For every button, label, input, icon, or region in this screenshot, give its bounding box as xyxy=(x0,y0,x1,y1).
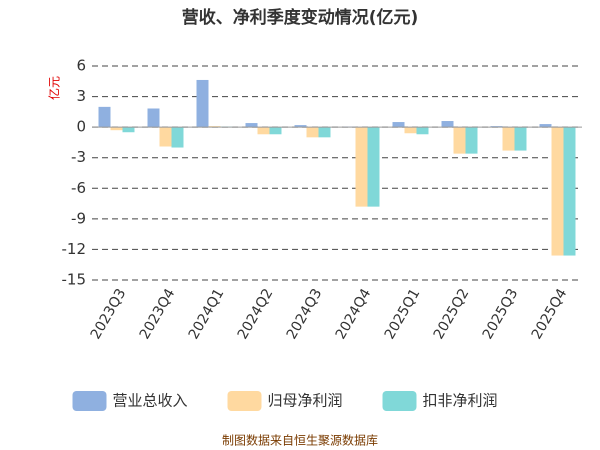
x-tick-label: 2025Q2 xyxy=(431,286,473,342)
bar xyxy=(465,127,478,154)
bar xyxy=(147,108,160,128)
x-tick-label: 2025Q3 xyxy=(480,286,522,342)
x-tick-label: 2024Q2 xyxy=(235,286,277,342)
y-axis-label: 亿元 xyxy=(47,76,62,100)
x-tick-label: 2024Q1 xyxy=(186,286,228,342)
bar xyxy=(171,127,184,148)
legend-swatch xyxy=(227,391,262,411)
bar xyxy=(245,123,258,128)
y-tick-label: -12 xyxy=(62,240,87,258)
bar xyxy=(453,127,466,154)
x-tick-label: 2025Q4 xyxy=(529,286,571,342)
x-tick-label: 2023Q3 xyxy=(88,286,130,342)
bar xyxy=(355,127,368,207)
y-tick-label: -6 xyxy=(71,179,86,197)
bar xyxy=(514,127,527,151)
bar xyxy=(208,126,221,128)
x-tick-label: 2024Q3 xyxy=(284,286,326,342)
bar xyxy=(392,122,405,128)
bar xyxy=(269,127,282,135)
x-tick-label: 2023Q4 xyxy=(137,286,179,342)
source-note: 制图数据来自恒生聚源数据库 xyxy=(222,433,378,448)
bar xyxy=(539,124,552,128)
legend-swatch xyxy=(72,391,107,411)
y-tick-label: 3 xyxy=(76,87,86,105)
x-tick-label: 2024Q4 xyxy=(333,286,375,342)
bar xyxy=(110,127,123,131)
bar xyxy=(416,127,429,135)
y-tick-label: -9 xyxy=(71,209,86,227)
legend-label: 扣非净利润 xyxy=(423,392,498,410)
y-tick-label: -3 xyxy=(71,148,86,166)
legend-label: 营业总收入 xyxy=(113,392,188,410)
bar xyxy=(441,121,454,128)
y-tick-label: 6 xyxy=(76,57,86,75)
bar xyxy=(98,106,111,128)
bar xyxy=(551,127,564,256)
bar xyxy=(563,127,576,256)
chart-title: 营收、净利季度变动情况(亿元) xyxy=(182,7,419,28)
legend-label: 归母净利润 xyxy=(268,392,343,410)
bar xyxy=(367,127,380,207)
legend-swatch xyxy=(382,391,417,411)
bar xyxy=(294,125,307,128)
bar xyxy=(122,127,135,133)
bar xyxy=(490,126,503,128)
bar xyxy=(306,127,319,138)
x-tick-label: 2025Q1 xyxy=(382,286,424,342)
y-tick-label: -15 xyxy=(62,271,87,289)
bar xyxy=(404,127,417,134)
bar xyxy=(159,127,172,147)
bar xyxy=(502,127,515,151)
bar xyxy=(318,127,331,138)
y-tick-label: 0 xyxy=(76,118,86,136)
bar xyxy=(257,127,270,135)
bar xyxy=(196,79,209,128)
